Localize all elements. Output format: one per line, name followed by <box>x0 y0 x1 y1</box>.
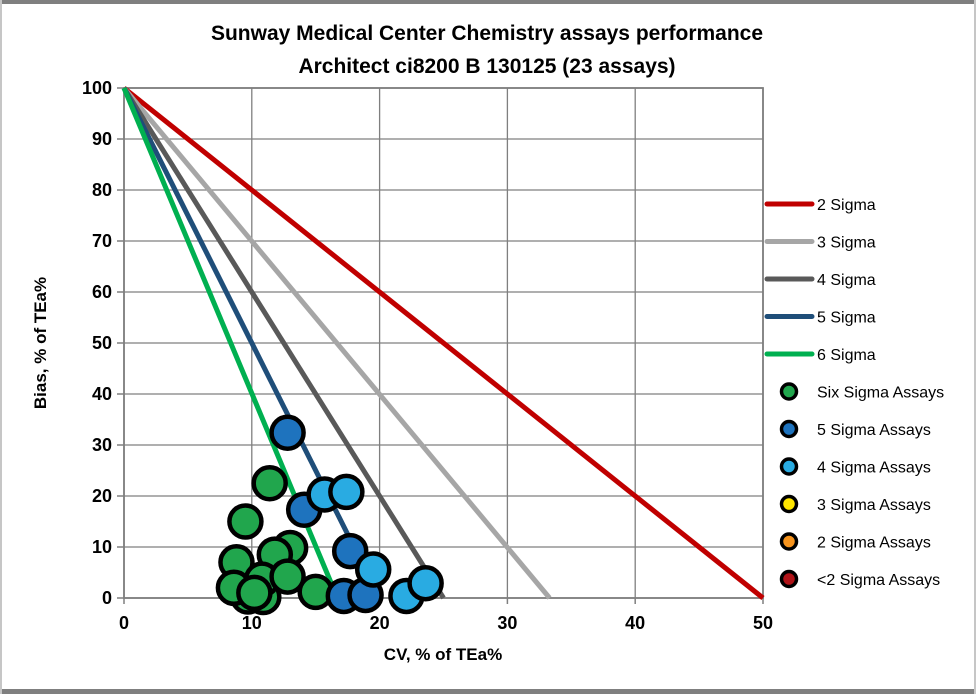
legend-label-3-sigma: 3 Sigma <box>817 235 876 252</box>
x-tick-label-50: 50 <box>753 613 773 633</box>
marker-six-sigma-assays-4 <box>251 465 288 502</box>
x-tick-label-40: 40 <box>625 613 645 633</box>
x-tick-label-10: 10 <box>242 613 262 633</box>
legend: 2 Sigma 3 Sigma 4 Sigma 5 Sigma 6 Sigma Six S… <box>764 197 944 589</box>
sigma-line-3-sigma <box>122 86 552 600</box>
legend-item-5-sigma-assays: 5 Sigma Assays <box>779 419 931 439</box>
legend-marker-swatch-4-sigma-assays <box>779 457 799 476</box>
chart-subtitle: Architect ci8200 B 130125 (23 assays) <box>298 55 675 78</box>
legend-label-6-sigma: 6 Sigma <box>817 347 876 364</box>
legend-label-six-sigma-assays: Six Sigma Assays <box>817 385 944 402</box>
legend-item-5-sigma: 5 Sigma <box>764 310 876 327</box>
legend-item-six-sigma-assays: Six Sigma Assays <box>779 382 944 402</box>
sigma-line-2-sigma <box>122 86 765 600</box>
marker-six-sigma-assays-5 <box>227 503 264 540</box>
legend-marker-swatch-six-sigma-assays <box>779 382 799 401</box>
legend-label-4-sigma-assays: 4 Sigma Assays <box>817 460 931 477</box>
y-tick-label-90: 90 <box>92 129 112 149</box>
legend-marker-swatch-2-sigma-assays <box>779 532 799 551</box>
legend-item-4-sigma-assays: 4 Sigma Assays <box>779 457 931 477</box>
sigma-line-4-sigma <box>121 86 446 600</box>
legend-label-3-sigma-assays: 3 Sigma Assays <box>817 497 931 514</box>
sigma-line-5-sigma <box>121 86 382 600</box>
y-tick-label-10: 10 <box>92 537 112 557</box>
x-tick-label-0: 0 <box>119 613 129 633</box>
frame-border-left <box>0 0 2 694</box>
frame-border-top <box>0 0 976 4</box>
y-tick-label-40: 40 <box>92 384 112 404</box>
marker-4-sigma-assays-2 <box>328 473 365 511</box>
x-axis-title: CV, % of TEa% <box>384 645 502 664</box>
frame-border-right <box>974 0 976 694</box>
legend-label-2-sigma-assays: 2 Sigma Assays <box>817 535 931 552</box>
legend-label-4-sigma: 4 Sigma <box>817 272 876 289</box>
legend-label-5-sigma: 5 Sigma <box>817 310 876 327</box>
y-tick-label-30: 30 <box>92 435 112 455</box>
assay-markers-layer <box>215 414 444 616</box>
y-tick-label-0: 0 <box>102 588 112 608</box>
y-tick-label-70: 70 <box>92 231 112 251</box>
marker-4-sigma-assays-5 <box>407 564 444 602</box>
legend-item-3-sigma: 3 Sigma <box>764 235 876 252</box>
legend-item-2-sigma-assays: <2 Sigma Assays <box>779 569 940 589</box>
legend-label-5-sigma-assays: 5 Sigma Assays <box>817 422 931 439</box>
frame-border-bottom <box>0 689 976 694</box>
chart-title: Sunway Medical Center Chemistry assays p… <box>211 22 763 45</box>
legend-label-2-sigma-assays: <2 Sigma Assays <box>817 572 940 589</box>
axis-ticks-layer <box>117 87 764 604</box>
marker-six-sigma-assays-12 <box>236 574 273 612</box>
legend-item-2-sigma: 2 Sigma <box>764 197 876 214</box>
marker-six-sigma-assays-10 <box>269 558 306 595</box>
legend-item-3-sigma-assays: 3 Sigma Assays <box>779 494 931 514</box>
legend-item-2-sigma-assays: 2 Sigma Assays <box>779 532 931 552</box>
marker-5-sigma-assays-1 <box>269 414 306 452</box>
legend-marker-swatch-5-sigma-assays <box>779 419 799 439</box>
x-tick-label-20: 20 <box>370 613 390 633</box>
y-axis-title: Bias, % of TEa% <box>31 277 50 409</box>
legend-item-4-sigma: 4 Sigma <box>764 272 876 289</box>
y-tick-label-60: 60 <box>92 282 112 302</box>
tick-labels-layer: 0 10 20 30 40 50 0 10 20 30 40 50 60 70 80 90 100 <box>82 78 773 633</box>
y-tick-label-100: 100 <box>82 78 112 98</box>
legend-marker-swatch-2-sigma-assays <box>779 569 799 589</box>
y-tick-label-20: 20 <box>92 486 112 506</box>
y-tick-label-50: 50 <box>92 333 112 353</box>
y-tick-label-80: 80 <box>92 180 112 200</box>
x-tick-label-30: 30 <box>497 613 517 633</box>
legend-item-6-sigma: 6 Sigma <box>764 347 876 364</box>
marker-4-sigma-assays-3 <box>354 551 392 588</box>
legend-label-2-sigma: 2 Sigma <box>817 197 876 214</box>
legend-marker-swatch-3-sigma-assays <box>779 494 799 514</box>
